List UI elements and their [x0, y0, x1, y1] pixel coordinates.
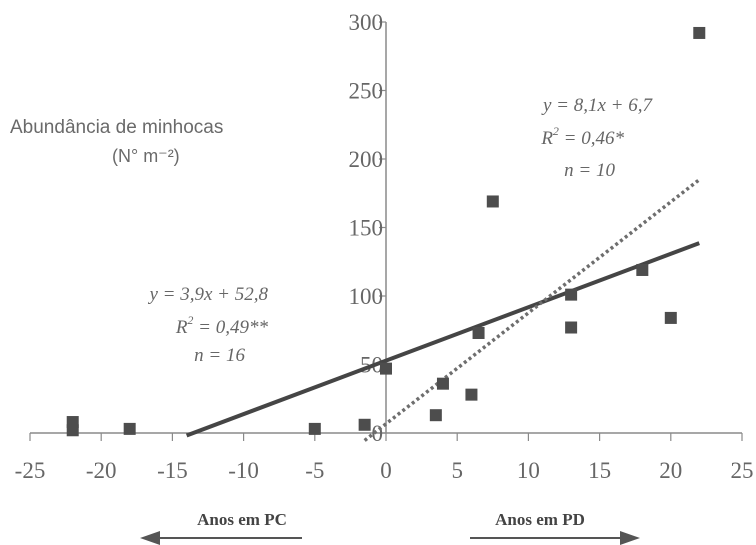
y-tick-label: 200 — [349, 147, 384, 172]
y-tick-label: 100 — [349, 284, 384, 309]
x-tick-label: -10 — [228, 458, 259, 483]
data-point — [664, 311, 677, 324]
y-tick-label: 150 — [349, 216, 384, 241]
data-point — [465, 388, 478, 401]
left-r2-value: = 0,49** — [193, 317, 268, 338]
data-point — [429, 409, 442, 422]
x-tick-label: 20 — [659, 458, 682, 483]
x-tick-label: -5 — [305, 458, 324, 483]
data-point — [565, 321, 578, 334]
data-point — [358, 418, 371, 431]
left-r2-symbol: R — [175, 317, 188, 338]
right-r2: R2 = 0,46* — [540, 124, 624, 149]
right-r2-symbol: R — [540, 128, 553, 149]
x-tick-label: -25 — [15, 458, 46, 483]
right-n: n = 10 — [564, 160, 615, 181]
data-point — [436, 377, 449, 390]
x-tick-label: 0 — [380, 458, 392, 483]
x-tick-label: -20 — [86, 458, 117, 483]
data-points — [66, 26, 706, 437]
data-point — [472, 326, 485, 339]
data-point — [380, 362, 392, 375]
arrow-anos-em-pc: Anos em PC — [140, 510, 302, 545]
x-tick-label: 10 — [517, 458, 540, 483]
x-tick-label: 5 — [451, 458, 463, 483]
y-axis-label: Abundância de minhocas — [10, 117, 223, 138]
right-r2-value: = 0,46* — [559, 128, 625, 149]
data-point — [486, 195, 499, 208]
x-tick-label: 25 — [731, 458, 754, 483]
x-tick-label: -15 — [157, 458, 188, 483]
data-point — [66, 424, 79, 437]
x-tick-label: 15 — [588, 458, 611, 483]
y-tick-label: 0 — [372, 421, 384, 446]
data-point — [565, 288, 578, 301]
y-tick-label: 250 — [349, 79, 384, 104]
right-equation: y = 8,1x + 6,7 — [541, 95, 654, 116]
data-point — [123, 422, 136, 435]
left-n: n = 16 — [194, 345, 245, 366]
arrow-pc-label: Anos em PC — [197, 510, 287, 529]
data-point — [693, 26, 706, 39]
axes: -25-20-15-10-505101520250501001502002503… — [15, 10, 754, 483]
arrow-anos-em-pd: Anos em PD — [470, 510, 640, 545]
trendlines — [185, 178, 701, 442]
data-point — [308, 422, 321, 435]
y-tick-label: 300 — [349, 10, 384, 35]
left-equation: y = 3,9x + 52,8 — [147, 284, 268, 305]
trendline-dotted — [363, 178, 701, 442]
left-r2-superscript: 2 — [187, 313, 193, 327]
right-r2-superscript: 2 — [553, 124, 559, 138]
trendline-solid — [185, 241, 700, 438]
data-point — [636, 263, 649, 276]
arrow-pd-label: Anos em PD — [495, 510, 585, 529]
y-axis-unit: (N° m⁻²) — [112, 146, 180, 166]
left-r2: R2 = 0,49** — [175, 313, 269, 338]
